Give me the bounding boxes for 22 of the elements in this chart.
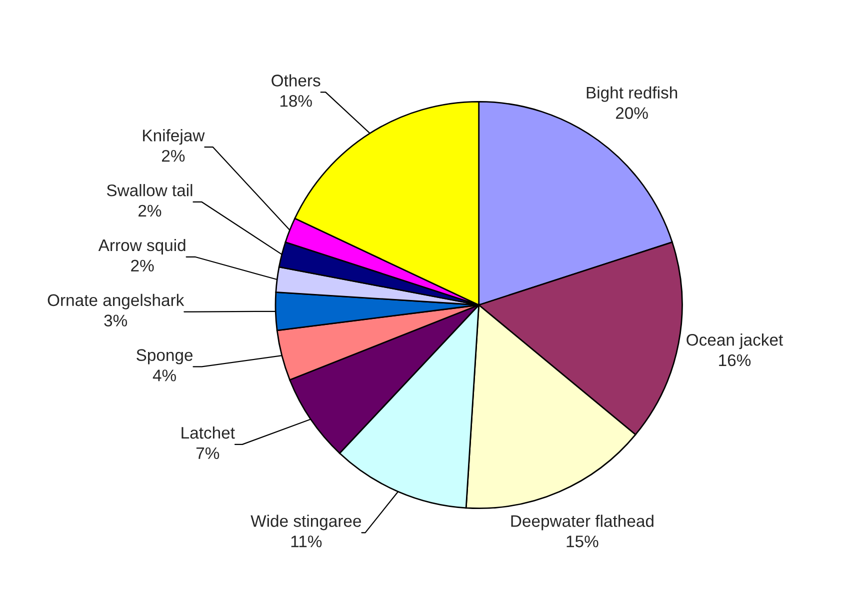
slice-label: Bight redfish: [586, 86, 678, 102]
data-label: 3%: [104, 314, 128, 326]
data-label: 2%: [138, 204, 162, 217]
slice-label: Ornate angelshark: [48, 294, 184, 310]
slice-label: Ocean jacket: [686, 334, 784, 350]
data-label: 18%: [280, 95, 312, 107]
slice-label: Swallow tail: [106, 184, 192, 196]
slice-label: Latchet: [182, 426, 235, 439]
slice-label: Knifejaw: [143, 129, 205, 145]
data-label: 7%: [196, 447, 220, 460]
data-label: 2%: [162, 150, 185, 162]
slice-label: Wide stingaree: [250, 514, 362, 530]
data-label: 4%: [152, 370, 176, 382]
data-label: 15%: [566, 536, 598, 548]
slice-label: Others: [272, 74, 320, 86]
data-label: 20%: [616, 107, 648, 119]
slice-label: Arrow squid: [98, 238, 186, 254]
data-label: 11%: [291, 536, 322, 548]
data-label: 2%: [131, 260, 154, 272]
slice-label: Deepwater flathead: [511, 514, 654, 530]
data-label: 16%: [719, 354, 751, 366]
slice-label: Sponge: [136, 349, 193, 364]
